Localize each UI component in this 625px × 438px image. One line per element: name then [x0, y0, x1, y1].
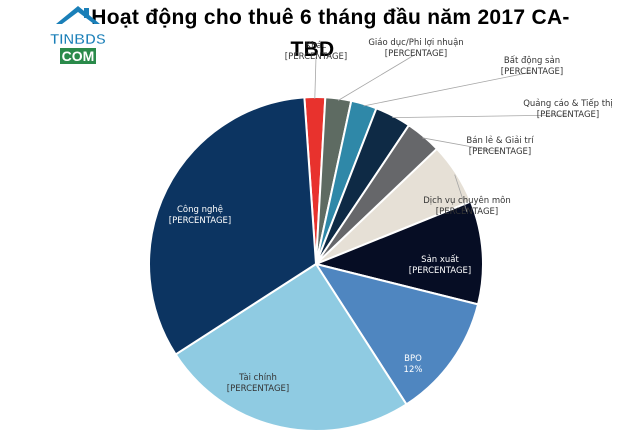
slice-label-giao-duc-phi-loi-nhuan: Giáo dục/Phi lợi nhuận	[368, 38, 463, 48]
chart-title-line-1: Hoạt động cho thuê 6 tháng đầu năm 2017 …	[91, 6, 570, 29]
pie-slice-cong-nghe	[148, 96, 318, 356]
slice-label-khac: Khác	[306, 41, 327, 51]
watermark-bottom-text: COM	[62, 48, 95, 64]
leader-line-giao-duc-phi-loi-nhuan	[337, 53, 417, 101]
watermark-logo: TINBDS COM	[50, 6, 106, 64]
watermark-top-text: TINBDS	[50, 31, 106, 48]
slice-label-bat-dong-san: Bất động sản	[504, 55, 560, 66]
slice-value-giao-duc-phi-loi-nhuan: [PERCENTAGE]	[385, 49, 447, 59]
pie-slice-san-xuat	[312, 200, 484, 306]
leader-line-ban-le-giai-tri	[422, 137, 501, 153]
slice-label-ban-le-giai-tri: Bán lẻ & Giải trí	[466, 135, 534, 146]
leader-line-bat-dong-san	[363, 71, 533, 107]
slice-label-dich-vu-chuyen-mon: Dịch vụ chuyên môn	[423, 195, 510, 206]
pie-slice-tai-chinh	[174, 262, 408, 432]
house-icon	[56, 6, 100, 24]
slice-label-bpo: BPO	[404, 354, 422, 364]
slice-value-ban-le-giai-tri: [PERCENTAGE]	[469, 147, 531, 157]
slice-value-cong-nghe: [PERCENTAGE]	[169, 216, 231, 226]
leader-line-dich-vu-chuyen-mon	[454, 174, 468, 213]
slice-label-san-xuat: Sản xuất	[421, 254, 459, 265]
slice-label-quang-cao-tiep-thi: Quảng cáo & Tiếp thị	[523, 98, 613, 109]
slice-value-dich-vu-chuyen-mon: [PERCENTAGE]	[436, 207, 498, 217]
slice-label-tai-chinh: Tài chính	[238, 373, 277, 383]
slice-value-khac: [PERCENTAGE]	[285, 52, 347, 62]
leader-line-khac	[314, 56, 317, 100]
chart-title-line-2: TBD	[290, 38, 335, 61]
leader-line-quang-cao-tiep-thi	[392, 114, 569, 118]
slice-value-san-xuat: [PERCENTAGE]	[409, 266, 471, 276]
slice-label-cong-nghe: Công nghệ	[177, 204, 223, 215]
slice-value-quang-cao-tiep-thi: [PERCENTAGE]	[537, 110, 599, 120]
slice-value-tai-chinh: [PERCENTAGE]	[227, 384, 289, 394]
pie-slice-bpo	[313, 262, 480, 406]
slice-value-bpo: 12%	[404, 365, 423, 375]
slice-value-bat-dong-san: [PERCENTAGE]	[501, 67, 563, 77]
